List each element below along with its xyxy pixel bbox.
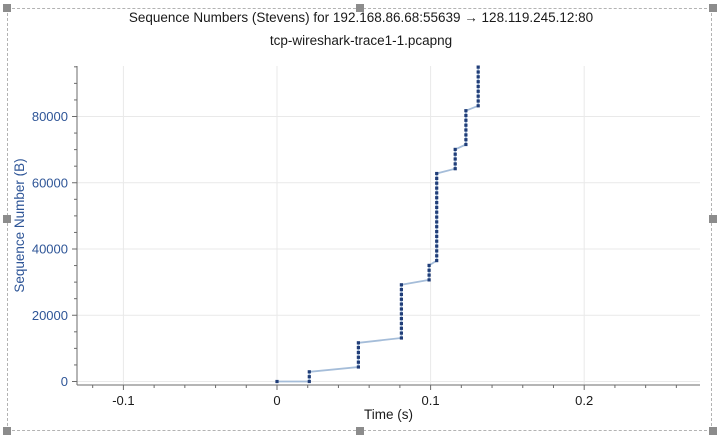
data-point (435, 234, 439, 238)
data-point (435, 191, 439, 195)
data-point (476, 99, 480, 103)
data-point (464, 113, 468, 118)
data-point (399, 317, 403, 321)
data-point (476, 84, 480, 89)
data-point (435, 254, 439, 258)
data-point (476, 80, 480, 84)
data-point (307, 370, 311, 374)
data-point (356, 350, 360, 355)
data-point (476, 65, 480, 69)
data-point (476, 75, 480, 79)
selection-handle-top-left[interactable] (3, 4, 11, 12)
data-point (435, 215, 439, 219)
data-point (435, 220, 439, 224)
data-point (435, 230, 439, 234)
data-point (435, 210, 439, 214)
data-point (464, 133, 468, 137)
data-point (453, 157, 457, 161)
data-point (435, 239, 439, 243)
data-point (356, 355, 360, 359)
data-point (453, 147, 457, 151)
data-point (307, 379, 311, 384)
data-point (476, 104, 480, 108)
data-point (476, 94, 480, 98)
selection-handle-bottom-center[interactable] (356, 427, 364, 435)
data-point (464, 118, 468, 122)
data-point (399, 297, 403, 301)
data-point (435, 196, 439, 200)
data-point (435, 181, 439, 185)
data-point (464, 123, 468, 127)
x-tick-label: 0 (273, 393, 280, 408)
selection-handle-top-center[interactable] (356, 4, 364, 12)
data-point (427, 268, 431, 272)
y-tick-label: 80000 (32, 109, 68, 124)
data-point (356, 346, 360, 350)
data-point (476, 89, 480, 93)
x-tick-label: 0.1 (422, 393, 440, 408)
selection-handle-middle-right[interactable] (709, 215, 717, 223)
x-axis-title: Time (s) (364, 407, 413, 422)
y-axis-title: Sequence Number (B) (12, 158, 27, 292)
data-point (427, 263, 431, 267)
data-point (453, 162, 457, 166)
selection-handle-bottom-right[interactable] (709, 427, 717, 435)
data-point (464, 142, 468, 147)
selection-handle-middle-left[interactable] (3, 215, 11, 223)
data-point (435, 205, 439, 209)
data-point (427, 278, 431, 282)
data-point (435, 249, 439, 253)
data-point (399, 331, 403, 335)
data-point (453, 167, 457, 171)
data-point (435, 171, 439, 176)
selection-handle-bottom-left[interactable] (3, 427, 11, 435)
data-point (356, 341, 360, 345)
data-point (399, 292, 403, 296)
data-point (356, 360, 360, 364)
series-line (277, 67, 480, 383)
selection-handle-top-right[interactable] (709, 4, 717, 12)
data-point (427, 273, 431, 277)
data-point (435, 259, 439, 263)
data-point (464, 138, 468, 142)
data-point (399, 307, 403, 311)
data-point (399, 336, 403, 340)
data-point (356, 365, 360, 369)
x-tick-label: -0.1 (112, 393, 134, 408)
data-point (464, 128, 468, 132)
y-tick-label: 20000 (32, 308, 68, 323)
x-tick-label: 0.2 (575, 393, 593, 408)
data-point (464, 109, 468, 113)
data-point (399, 288, 403, 292)
chart-subtitle: tcp-wireshark-trace1-1.pcapng (269, 33, 453, 48)
data-point (435, 244, 439, 248)
y-tick-label: 0 (61, 374, 68, 389)
data-point (399, 326, 403, 330)
data-point (399, 302, 403, 306)
data-point (453, 152, 457, 156)
chart-title: Sequence Numbers (Stevens) for 192.168.8… (128, 10, 594, 25)
data-point (435, 186, 439, 190)
data-point (435, 176, 439, 180)
data-point (435, 225, 439, 229)
data-point (435, 201, 439, 205)
y-tick-label: 40000 (32, 242, 68, 257)
data-point (476, 70, 480, 74)
data-point (399, 312, 403, 316)
data-point (275, 379, 279, 384)
y-tick-label: 60000 (32, 175, 68, 190)
data-point (307, 375, 311, 379)
data-point (399, 321, 403, 326)
data-point (399, 283, 403, 287)
